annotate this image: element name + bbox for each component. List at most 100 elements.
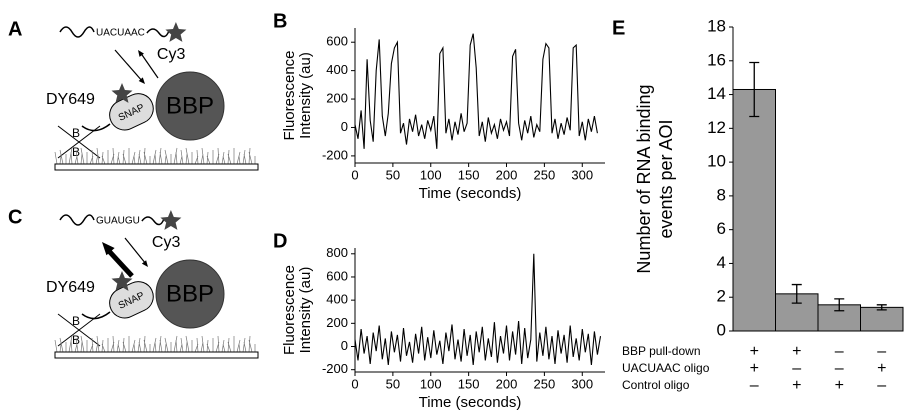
dye-label: DY649 (46, 91, 95, 108)
x-tick-label: 100 (420, 376, 442, 391)
dye-star (160, 210, 182, 230)
arrow-head (102, 242, 115, 256)
condition-label: UACUAAC oligo (622, 361, 710, 375)
x-tick-label: 50 (386, 376, 400, 391)
rna-strand (146, 28, 170, 38)
protein-label: BBP (166, 92, 214, 119)
y-tick-label: 0 (341, 119, 348, 134)
x-tick-label: 0 (351, 167, 358, 182)
y-axis-label: Intensity (au) (297, 267, 314, 354)
linker (81, 123, 111, 132)
protein (155, 259, 225, 329)
condition-sign: – (792, 360, 801, 377)
x-tick-label: 250 (534, 167, 556, 182)
y-tick-label: 600 (326, 268, 348, 283)
condition-sign: + (835, 377, 844, 394)
x-tick-label: 300 (571, 376, 593, 391)
y-tick-label: 800 (326, 245, 348, 260)
condition-sign: + (750, 343, 759, 360)
condition-sign: + (792, 377, 801, 394)
x-tick-label: 50 (386, 167, 400, 182)
error-bar (791, 283, 802, 304)
bar (860, 306, 904, 332)
arrow (114, 49, 144, 83)
x-tick-label: 100 (420, 167, 442, 182)
panel-letter: A (8, 18, 22, 40)
dye-label: Cy3 (157, 46, 186, 63)
y-tick-label: 18 (707, 16, 726, 35)
cross (57, 125, 101, 159)
y-tick-label: 600 (326, 34, 348, 49)
trace (354, 33, 598, 149)
y-tick-label: 14 (707, 84, 726, 103)
trace (354, 253, 602, 366)
y-tick-label: 200 (326, 90, 348, 105)
error-bar (834, 298, 845, 312)
condition-label: BBP pull-down (622, 344, 701, 358)
y-tick-label: 400 (326, 62, 348, 77)
x-tick-label: 150 (458, 376, 480, 391)
condition-sign: + (877, 360, 886, 377)
dye-star (111, 83, 133, 103)
y-axis-label: Number of RNA binding (634, 84, 654, 273)
condition-sign: – (877, 343, 886, 360)
x-tick-label: 200 (496, 376, 518, 391)
x-axis-label: Time (seconds) (419, 185, 522, 202)
error-bar (749, 61, 760, 118)
dye-star (165, 22, 187, 42)
condition-sign: – (835, 360, 844, 377)
protein (155, 71, 225, 141)
arrow-head (138, 77, 145, 84)
y-tick-label: 6 (717, 219, 726, 238)
biotin: B (72, 126, 80, 140)
y-axis-label: Intensity (au) (297, 52, 314, 139)
x-tick-label: 0 (351, 376, 358, 391)
arrow (139, 51, 159, 79)
x-tick-label: 250 (534, 376, 556, 391)
surface-grass (54, 335, 256, 353)
y-tick-label: 2 (717, 287, 726, 306)
surface (54, 163, 259, 171)
dye-star (111, 271, 133, 291)
condition-sign: – (877, 377, 886, 394)
cross (57, 313, 101, 347)
rna-strand (141, 216, 165, 226)
y-tick-label: -200 (322, 361, 348, 376)
condition-sign: – (835, 343, 844, 360)
tag: SNAP (109, 93, 154, 131)
oligo-sequence: GUAUGU (96, 216, 140, 227)
rna-strand (59, 214, 95, 226)
protein-label: BBP (166, 280, 214, 307)
arrow-head (138, 50, 144, 57)
x-tick-label: 200 (496, 167, 518, 182)
oligo-sequence: UACUAAC (96, 28, 145, 39)
panel-letter: C (8, 206, 22, 228)
y-tick-label: 400 (326, 292, 348, 307)
linker (81, 311, 111, 320)
y-tick-label: -200 (322, 147, 348, 162)
y-axis-label: events per AOI (656, 119, 676, 238)
tag: SNAP (109, 281, 154, 319)
panel-letter: D (273, 230, 287, 252)
error-bar (876, 304, 887, 311)
x-tick-label: 150 (458, 167, 480, 182)
y-tick-label: 12 (707, 118, 726, 137)
condition-sign: – (750, 377, 759, 394)
dye-label: DY649 (46, 279, 95, 296)
panel-letter: E (612, 17, 625, 39)
condition-label: Control oligo (622, 378, 690, 392)
y-tick-label: 8 (717, 185, 726, 204)
y-tick-label: 200 (326, 315, 348, 330)
surface (54, 351, 259, 359)
condition-sign: + (792, 343, 801, 360)
condition-sign: + (750, 360, 759, 377)
dye-label: Cy3 (152, 234, 181, 251)
y-tick-label: 16 (707, 50, 726, 69)
y-tick-label: 10 (707, 152, 726, 171)
x-tick-label: 300 (571, 167, 593, 182)
y-axis-label: Fluorescence (281, 50, 298, 140)
rna-strand (59, 26, 95, 38)
x-axis-label: Time (seconds) (419, 394, 522, 410)
